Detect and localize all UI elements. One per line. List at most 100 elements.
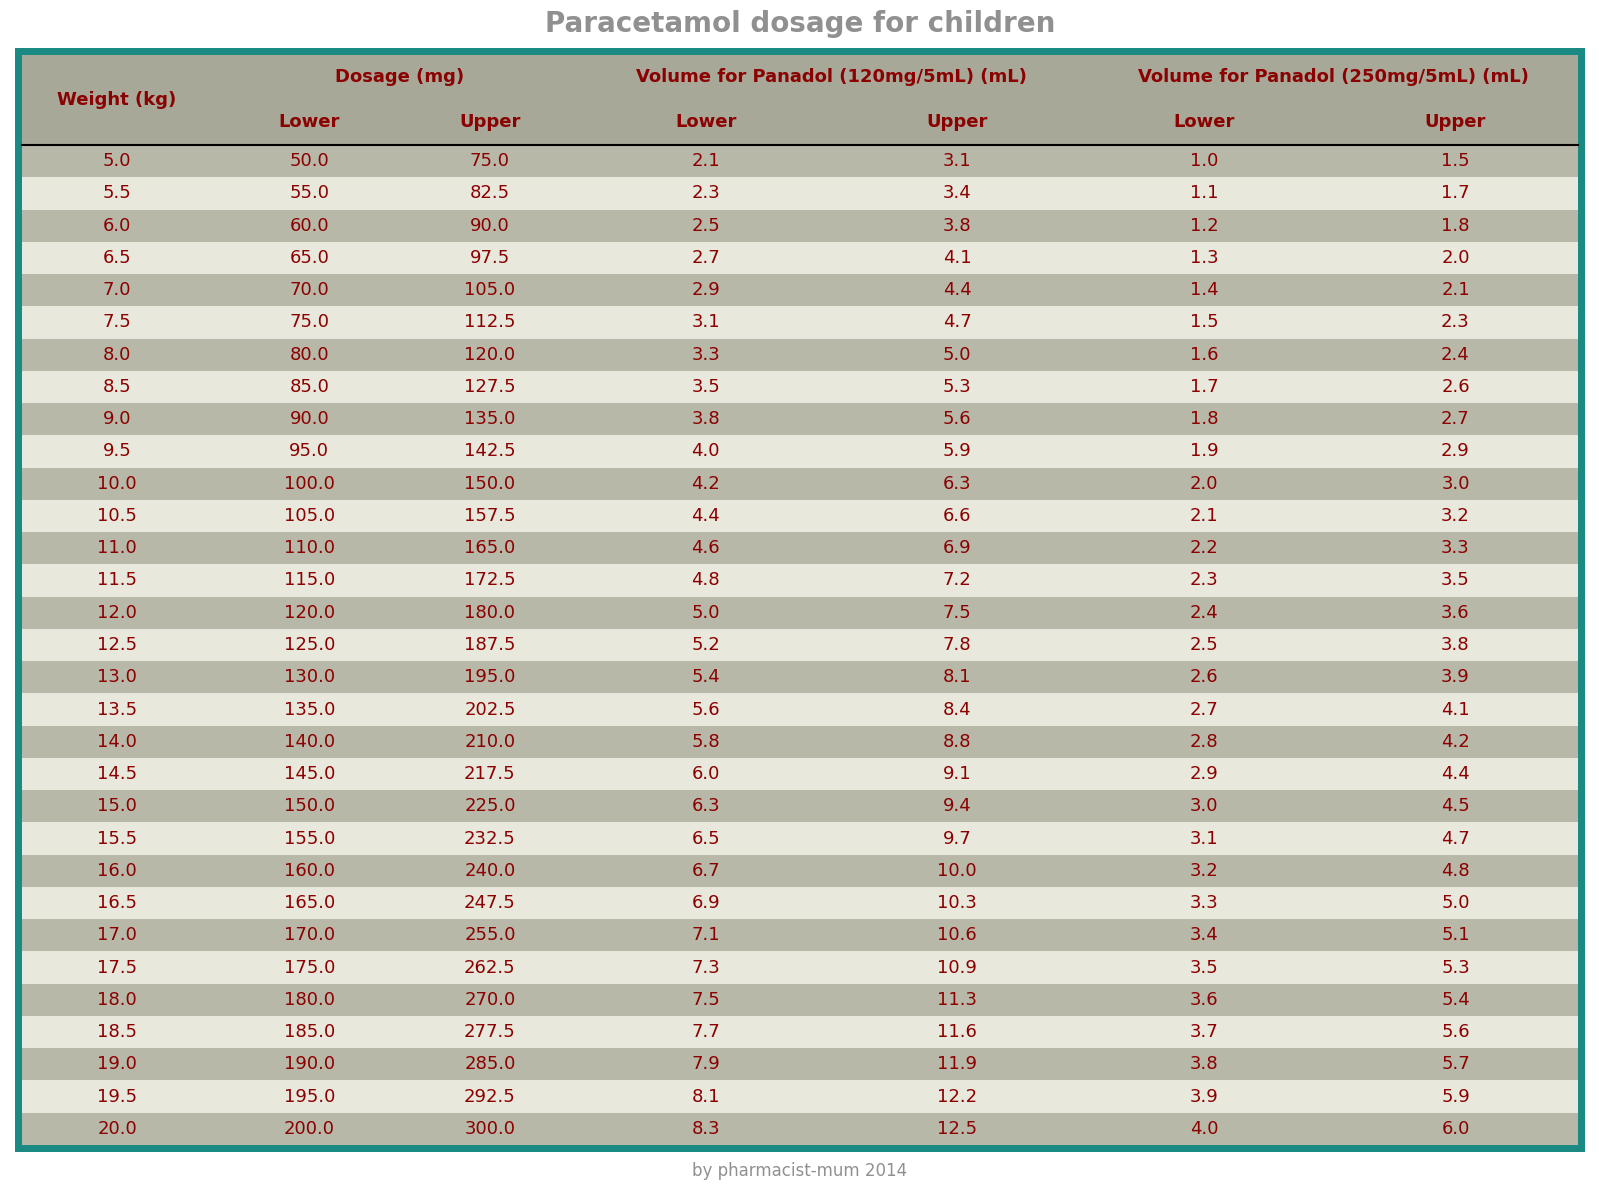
Text: 75.0: 75.0: [470, 152, 510, 170]
Text: 9.7: 9.7: [942, 829, 971, 847]
Text: 4.0: 4.0: [691, 443, 720, 461]
Bar: [22, 694, 1578, 726]
Text: 5.9: 5.9: [942, 443, 971, 461]
Text: 2.5: 2.5: [691, 217, 720, 234]
Text: 5.6: 5.6: [691, 701, 720, 719]
Bar: [22, 338, 1578, 371]
Text: 17.0: 17.0: [98, 926, 138, 945]
Text: 2.1: 2.1: [691, 152, 720, 170]
Text: 3.4: 3.4: [1190, 926, 1219, 945]
Text: 140.0: 140.0: [283, 733, 334, 751]
Bar: [22, 468, 1578, 500]
Text: 11.5: 11.5: [98, 571, 138, 589]
Text: 10.3: 10.3: [938, 894, 978, 912]
Text: 165.0: 165.0: [283, 894, 334, 912]
Text: 5.4: 5.4: [691, 669, 720, 687]
Text: 210.0: 210.0: [464, 733, 515, 751]
Bar: [22, 887, 1578, 919]
Text: 4.4: 4.4: [1442, 765, 1470, 783]
Text: 7.0: 7.0: [102, 281, 131, 299]
Text: 1.0: 1.0: [1190, 152, 1219, 170]
Bar: [22, 177, 1578, 209]
Bar: [22, 1048, 1578, 1081]
Text: 3.1: 3.1: [1190, 829, 1219, 847]
Text: 3.8: 3.8: [691, 411, 720, 428]
Text: 7.3: 7.3: [691, 959, 720, 977]
Text: 247.5: 247.5: [464, 894, 515, 912]
Text: 130.0: 130.0: [283, 669, 334, 687]
Text: 7.5: 7.5: [942, 603, 971, 621]
Text: 6.0: 6.0: [1442, 1120, 1470, 1138]
Text: 6.7: 6.7: [691, 862, 720, 879]
Text: 3.6: 3.6: [1190, 991, 1219, 1009]
Text: 2.6: 2.6: [1442, 378, 1470, 396]
Text: 270.0: 270.0: [464, 991, 515, 1009]
Bar: [22, 919, 1578, 952]
Text: 3.7: 3.7: [1190, 1023, 1219, 1041]
Text: 5.0: 5.0: [1442, 894, 1470, 912]
Text: 2.4: 2.4: [1190, 603, 1219, 621]
Text: 1.2: 1.2: [1190, 217, 1219, 234]
Text: 1.9: 1.9: [1190, 443, 1219, 461]
Text: 1.5: 1.5: [1190, 313, 1219, 332]
Text: 2.8: 2.8: [1190, 733, 1219, 751]
Text: 2.3: 2.3: [1442, 313, 1470, 332]
Text: 262.5: 262.5: [464, 959, 515, 977]
Text: 6.9: 6.9: [942, 539, 971, 557]
Text: 1.7: 1.7: [1442, 184, 1470, 202]
Text: 7.2: 7.2: [942, 571, 971, 589]
Text: Dosage (mg): Dosage (mg): [334, 69, 464, 87]
Text: 7.9: 7.9: [691, 1056, 720, 1073]
Text: 19.5: 19.5: [98, 1088, 138, 1106]
Text: 8.3: 8.3: [691, 1120, 720, 1138]
Text: 127.5: 127.5: [464, 378, 515, 396]
Text: 3.6: 3.6: [1442, 603, 1470, 621]
Bar: [22, 371, 1578, 403]
Text: 5.4: 5.4: [1442, 991, 1470, 1009]
Text: 5.0: 5.0: [102, 152, 131, 170]
Bar: [22, 532, 1578, 564]
Text: 200.0: 200.0: [283, 1120, 334, 1138]
Bar: [22, 55, 1578, 100]
Text: 7.5: 7.5: [691, 991, 720, 1009]
Text: 285.0: 285.0: [464, 1056, 515, 1073]
Text: 1.7: 1.7: [1190, 378, 1219, 396]
Bar: [22, 1113, 1578, 1145]
Text: 50.0: 50.0: [290, 152, 330, 170]
Text: 1.3: 1.3: [1190, 249, 1219, 267]
Text: 3.5: 3.5: [1442, 571, 1470, 589]
Text: 12.0: 12.0: [98, 603, 138, 621]
Text: 180.0: 180.0: [464, 603, 515, 621]
Text: 190.0: 190.0: [283, 1056, 334, 1073]
Text: 6.0: 6.0: [691, 765, 720, 783]
Text: 13.0: 13.0: [98, 669, 138, 687]
Text: Upper: Upper: [1424, 113, 1486, 132]
Text: 70.0: 70.0: [290, 281, 330, 299]
Bar: [14, 1145, 1586, 1152]
Text: Lower: Lower: [278, 113, 341, 132]
Bar: [22, 436, 1578, 468]
Text: 80.0: 80.0: [290, 345, 330, 364]
Bar: [22, 854, 1578, 887]
Bar: [22, 403, 1578, 436]
Text: 10.6: 10.6: [938, 926, 978, 945]
Text: 4.2: 4.2: [691, 475, 720, 493]
Text: 14.0: 14.0: [98, 733, 138, 751]
Text: 2.5: 2.5: [1190, 635, 1219, 654]
Bar: [22, 596, 1578, 628]
Text: 2.0: 2.0: [1442, 249, 1470, 267]
Text: 225.0: 225.0: [464, 797, 515, 815]
Text: 2.3: 2.3: [1190, 571, 1219, 589]
Text: 18.5: 18.5: [98, 1023, 138, 1041]
Text: 6.3: 6.3: [942, 475, 971, 493]
Text: 2.9: 2.9: [691, 281, 720, 299]
Text: 125.0: 125.0: [283, 635, 334, 654]
Text: 4.8: 4.8: [691, 571, 720, 589]
Text: 3.3: 3.3: [1442, 539, 1470, 557]
Text: 300.0: 300.0: [464, 1120, 515, 1138]
Text: 16.0: 16.0: [98, 862, 138, 879]
Text: 9.5: 9.5: [102, 443, 131, 461]
Bar: [22, 242, 1578, 274]
Text: 60.0: 60.0: [290, 217, 330, 234]
Text: 19.0: 19.0: [98, 1056, 138, 1073]
